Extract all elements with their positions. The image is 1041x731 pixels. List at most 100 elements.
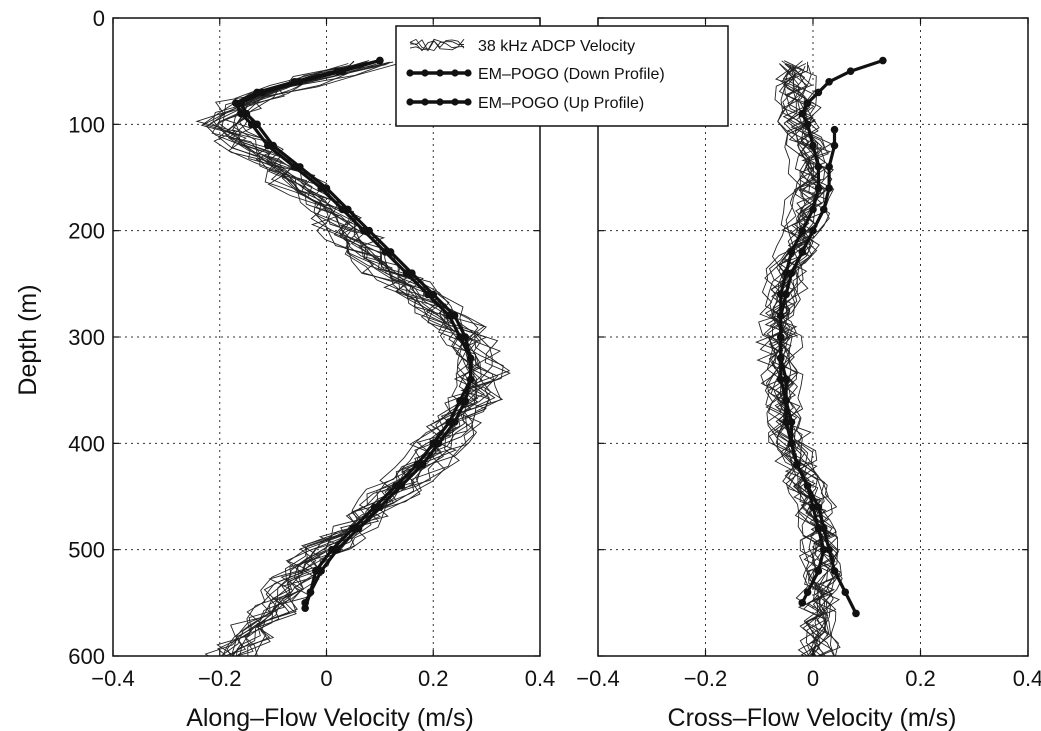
em-pogo-point [290, 78, 299, 86]
em-pogo-point [445, 418, 454, 426]
adcp-profile-line [217, 63, 474, 656]
em-pogo-point [466, 354, 475, 363]
em-pogo-point [290, 163, 299, 171]
em-pogo-point [879, 56, 887, 65]
legend-entry-up: EM–POGO (Up Profile) [478, 95, 644, 112]
x-tick-label: −0.4 [576, 666, 619, 691]
cross-flow-panel: −0.4 −0.2 0 0.2 0.4 [576, 17, 1041, 691]
plot-area [755, 56, 887, 656]
legend-sample-up [406, 98, 472, 106]
em-pogo-point [793, 460, 801, 469]
em-pogo-point [803, 482, 812, 490]
em-pogo-point [809, 503, 817, 511]
em-pogo-point [360, 226, 368, 235]
em-pogo-point [814, 184, 823, 192]
em-pogo-point [825, 163, 833, 171]
em-pogo-point [782, 397, 790, 405]
y-tick-label: 600 [68, 644, 105, 669]
grid [598, 18, 1028, 656]
em-pogo-point [349, 524, 357, 533]
em-pogo-point [776, 311, 785, 320]
em-pogo-point [798, 599, 807, 607]
legend-adcp-line [409, 38, 465, 52]
em-pogo-point [461, 397, 470, 405]
adcp-profile-line [195, 65, 470, 656]
adcp-profile-line [217, 61, 477, 656]
em-pogo-point [830, 125, 839, 134]
y-tick-label: 500 [68, 538, 105, 563]
em-pogo-point [803, 99, 812, 107]
em-pogo-point [787, 269, 796, 278]
em-pogo-point [402, 269, 411, 278]
em-pogo-point [312, 567, 320, 575]
x-axis-label-along: Along–Flow Velocity (m/s) [186, 704, 474, 731]
em-pogo-point [429, 439, 438, 448]
em-pogo-point [814, 524, 823, 533]
y-axis-label: Depth (m) [14, 284, 42, 395]
em-pogo-point [424, 290, 432, 299]
legend-sample-down [406, 69, 472, 77]
em-pogo-point [825, 78, 833, 86]
em-pogo-point [798, 109, 807, 118]
em-pogo-point [306, 588, 315, 596]
em-pogo-point [461, 333, 470, 341]
em-pogo-point [253, 88, 261, 97]
em-pogo-point [317, 567, 325, 575]
em-pogo-point [798, 226, 807, 235]
em-pogo-point [782, 269, 790, 278]
em-pogo-point [814, 163, 823, 171]
em-pogo-point [852, 609, 860, 618]
adcp-profile-line [212, 62, 495, 656]
legend-box [395, 25, 729, 127]
em-pogo-point [456, 333, 464, 341]
em-pogo-point [413, 460, 422, 469]
adcp-profile-line [220, 66, 481, 656]
em-pogo-point [803, 120, 812, 129]
x-tick-label: 0.2 [418, 666, 449, 691]
adcp-profile-line [231, 63, 511, 656]
em-pogo-point [776, 290, 785, 299]
em-pogo-point [776, 375, 785, 384]
em-pogo-point [466, 375, 475, 384]
x-tick-label: 0 [320, 666, 332, 691]
em-pogo-point [301, 604, 309, 612]
adcp-profile-line [760, 63, 827, 656]
adcp-profile-line [209, 66, 479, 656]
x-axis-label-cross: Cross–Flow Velocity (m/s) [668, 704, 957, 731]
em-pogo-point [830, 567, 839, 575]
em-pogo-point [782, 290, 790, 299]
em-pogo-up-series [231, 56, 475, 612]
x-tick-label: 0.4 [525, 666, 556, 691]
adcp-profile-line [200, 61, 483, 656]
x-tick-label: 0.2 [905, 666, 936, 691]
adcp-profile-line [231, 63, 488, 656]
em-pogo-point [247, 120, 256, 129]
em-pogo-point [787, 418, 796, 426]
em-pogo-point [819, 524, 828, 533]
legend-entry-down: EM–POGO (Down Profile) [478, 66, 665, 83]
em-pogo-point [814, 567, 823, 575]
em-pogo-point [825, 184, 833, 192]
em-pogo-point [830, 141, 839, 150]
x-tick-label: −0.2 [684, 666, 727, 691]
legend-adcp-line [409, 39, 465, 52]
legend-entry-adcp: 38 kHz ADCP Velocity [478, 38, 635, 55]
em-pogo-point [841, 588, 850, 596]
y-tick-label: 200 [68, 219, 105, 244]
em-pogo-point [776, 333, 785, 341]
em-pogo-point [814, 503, 823, 511]
em-pogo-point [333, 67, 341, 75]
legend: 38 kHz ADCP Velocity EM–POGO (Down Profi… [395, 25, 729, 127]
legend-adcp-line [409, 38, 465, 51]
em-pogo-point [819, 205, 828, 214]
em-pogo-point [418, 460, 427, 469]
em-pogo-point [787, 439, 796, 448]
em-pogo-point [809, 205, 817, 214]
em-pogo-point [846, 67, 855, 75]
em-pogo-point [338, 205, 347, 214]
em-pogo-point [450, 311, 459, 320]
em-pogo-point [819, 545, 828, 554]
legend-sample-adcp [409, 38, 465, 52]
x-tick-label: −0.4 [91, 666, 134, 691]
em-pogo-point [456, 397, 464, 405]
